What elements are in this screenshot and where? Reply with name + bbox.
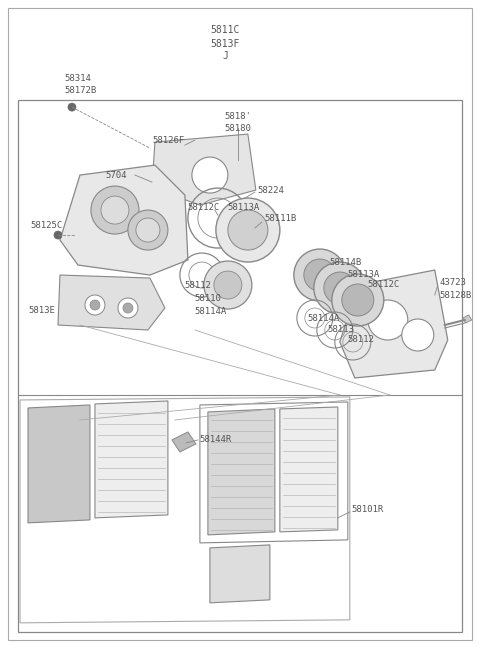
Circle shape — [324, 272, 356, 304]
Circle shape — [101, 196, 129, 224]
Text: 58314: 58314 — [64, 74, 91, 83]
Text: 58111B: 58111B — [265, 214, 297, 223]
Text: 58113A: 58113A — [348, 269, 380, 279]
Polygon shape — [60, 165, 188, 275]
Text: 5813E: 5813E — [28, 306, 55, 315]
Text: 5813F: 5813F — [210, 39, 240, 49]
Text: 58128B: 58128B — [440, 290, 472, 300]
Polygon shape — [208, 409, 275, 535]
Text: 5811C: 5811C — [210, 25, 240, 35]
Text: 58112: 58112 — [185, 281, 212, 290]
Circle shape — [91, 186, 139, 234]
Polygon shape — [28, 405, 90, 523]
Text: 58180: 58180 — [225, 124, 252, 133]
Text: 58114A: 58114A — [195, 307, 227, 315]
Text: 58172B: 58172B — [64, 85, 96, 95]
Circle shape — [294, 249, 346, 301]
Circle shape — [123, 303, 133, 313]
Text: 58113: 58113 — [328, 325, 355, 334]
Polygon shape — [280, 407, 338, 532]
Polygon shape — [152, 134, 256, 205]
Text: 58144R: 58144R — [200, 436, 232, 444]
Text: 58112C: 58112C — [188, 202, 220, 212]
Text: 58112C: 58112C — [368, 279, 400, 288]
Text: 58113A: 58113A — [228, 202, 260, 212]
Circle shape — [128, 210, 168, 250]
Circle shape — [368, 300, 408, 340]
Circle shape — [332, 274, 384, 326]
Circle shape — [192, 157, 228, 193]
Text: 58114A: 58114A — [308, 313, 340, 323]
Circle shape — [90, 300, 100, 310]
Circle shape — [228, 210, 268, 250]
Text: 58112: 58112 — [348, 336, 375, 344]
Text: 43723: 43723 — [440, 277, 467, 286]
Text: 58110: 58110 — [195, 294, 222, 302]
Polygon shape — [210, 545, 270, 603]
Circle shape — [402, 319, 434, 351]
Text: 58125C: 58125C — [30, 221, 62, 229]
Circle shape — [54, 231, 62, 239]
Text: 5704: 5704 — [105, 171, 126, 179]
Circle shape — [304, 259, 336, 291]
Circle shape — [136, 218, 160, 242]
Polygon shape — [340, 270, 448, 378]
Text: 58224: 58224 — [258, 185, 285, 194]
Circle shape — [118, 298, 138, 318]
Polygon shape — [172, 432, 196, 452]
Text: 58101R: 58101R — [352, 505, 384, 514]
Text: 58114B: 58114B — [330, 258, 362, 267]
Polygon shape — [95, 401, 168, 518]
Circle shape — [204, 261, 252, 309]
Text: 58126F: 58126F — [152, 135, 184, 145]
Text: J: J — [222, 51, 228, 61]
Text: 5818': 5818' — [225, 112, 252, 121]
Circle shape — [216, 198, 280, 262]
Circle shape — [214, 271, 242, 299]
Circle shape — [342, 284, 374, 316]
Circle shape — [314, 262, 366, 314]
Circle shape — [85, 295, 105, 315]
Polygon shape — [463, 315, 472, 323]
Circle shape — [68, 103, 76, 111]
Polygon shape — [58, 275, 165, 330]
